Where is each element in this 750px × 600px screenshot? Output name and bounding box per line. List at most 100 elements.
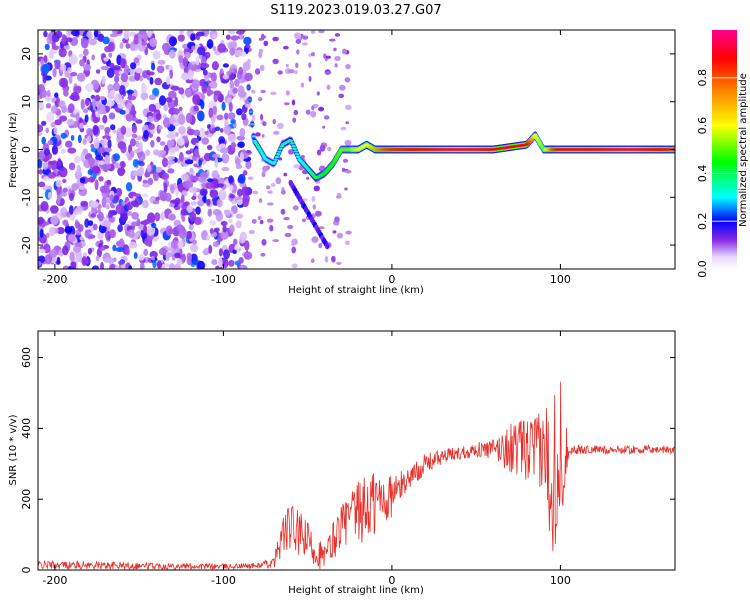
noise-blob [179, 151, 184, 162]
noise-blob [223, 125, 232, 135]
noise-blob [38, 169, 43, 175]
snr-y-axis-label: SNR (10 * v/v) [8, 414, 19, 485]
noise-blob [115, 247, 125, 252]
noise-blob [121, 201, 126, 206]
noise-blob [133, 252, 138, 259]
y-tick-label: 400 [20, 418, 33, 439]
noise-blob [209, 228, 214, 234]
noise-blob [84, 218, 90, 228]
noise-blob [211, 259, 218, 266]
noise-blob [112, 244, 117, 252]
noise-blob [197, 260, 205, 269]
y-tick-label: 600 [20, 347, 33, 368]
noise-blob [131, 211, 139, 220]
noise-blob [112, 82, 121, 92]
noise-blob [50, 205, 59, 214]
ridge-segment [261, 155, 267, 158]
noise-blob [108, 42, 114, 52]
noise-blob [94, 94, 101, 102]
noise-blob [174, 132, 179, 137]
noise-blob [222, 74, 230, 80]
noise-blob [237, 141, 245, 148]
noise-blob [169, 147, 177, 153]
noise-blob [102, 36, 110, 45]
noise-blob [181, 173, 190, 181]
noise-blob [326, 84, 331, 91]
noise-blob [79, 122, 84, 129]
noise-blob [345, 230, 352, 235]
noise-blob [204, 130, 209, 135]
noise-blob [124, 127, 132, 138]
y-tick-label: -20 [20, 236, 33, 254]
noise-blob [80, 98, 85, 110]
ridge-segment [536, 140, 541, 143]
noise-blob [185, 179, 194, 190]
noise-blob [48, 50, 54, 60]
ridge-segment [290, 142, 295, 145]
noise-blob [300, 82, 305, 88]
noise-blob [195, 206, 201, 215]
ridge-segment [540, 146, 545, 149]
noise-blob [129, 67, 136, 76]
noise-blob [77, 257, 83, 263]
noise-blob [120, 143, 127, 154]
noise-blob [238, 66, 244, 76]
ridge-segment [272, 161, 277, 164]
noise-blob [79, 177, 86, 184]
noise-blob [86, 135, 92, 143]
noise-blob [87, 220, 94, 226]
noise-blob [220, 147, 229, 154]
noise-blob [60, 148, 66, 154]
noise-blob [252, 190, 259, 195]
noise-blob [251, 218, 257, 224]
noise-blob [177, 114, 186, 125]
noise-blob [130, 138, 136, 147]
noise-blob [38, 100, 44, 109]
noise-blob [120, 58, 126, 69]
noise-blob [117, 102, 126, 109]
noise-blob [296, 49, 300, 55]
figure-title: S119.2023.019.03.27.G07 [270, 3, 441, 18]
noise-blob [82, 63, 92, 71]
noise-blob [53, 127, 58, 135]
ridge-segment [292, 147, 297, 150]
noise-blob [227, 133, 237, 143]
ridge-segment [534, 136, 539, 139]
noise-blob [90, 200, 99, 208]
noise-blob [166, 247, 175, 252]
noise-blob [62, 265, 70, 269]
noise-blob [179, 182, 183, 193]
noise-blob [141, 183, 151, 188]
noise-blob [177, 240, 184, 250]
noise-blob [76, 72, 85, 82]
noise-blob [190, 243, 199, 253]
noise-blob [101, 141, 107, 146]
noise-blob [206, 198, 211, 206]
noise-blob [228, 101, 233, 113]
noise-blob [66, 37, 73, 43]
noise-blob [61, 34, 66, 45]
noise-blob [204, 51, 211, 59]
noise-blob [281, 189, 286, 195]
noise-blob [272, 118, 276, 125]
noise-blob [49, 249, 58, 258]
snr-x-axis-label: Height of straight line (km) [288, 585, 424, 596]
noise-blob [188, 223, 194, 231]
noise-blob [262, 165, 268, 172]
noise-blob [174, 252, 181, 259]
noise-blob [251, 89, 256, 94]
ridge-segment [332, 159, 337, 162]
noise-blob [244, 72, 253, 82]
noise-blob [50, 121, 56, 128]
noise-blob [207, 124, 212, 129]
noise-blob [278, 157, 283, 161]
noise-blob [45, 232, 50, 239]
noise-blob [136, 218, 141, 227]
noise-blob [59, 115, 68, 122]
ridge-segment [296, 155, 301, 159]
noise-blob [342, 158, 349, 163]
noise-blob [210, 72, 217, 83]
noise-blob [232, 87, 238, 94]
colorbar-tick-label: 0.8 [696, 69, 709, 87]
